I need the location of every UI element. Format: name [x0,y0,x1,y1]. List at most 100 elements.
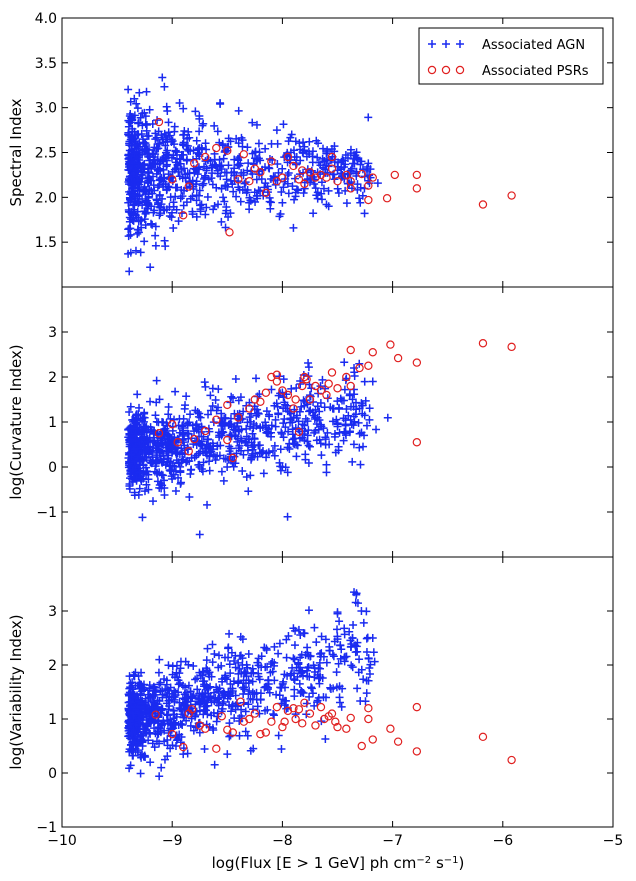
agn-point [211,396,220,405]
agn-point [317,178,326,187]
agn-point [349,440,358,449]
agn-point [278,198,287,207]
agn-point [365,664,374,673]
agn-point [182,392,191,401]
agn-point [146,458,155,467]
agn-point [234,183,243,192]
psr-point [187,705,197,714]
agn-point [124,704,133,713]
agn-point [283,468,292,477]
agn-point [219,476,228,485]
agn-point [253,702,262,711]
agn-point [274,649,283,658]
agn-point [214,200,223,209]
agn-point [289,624,298,633]
agn-point [137,435,146,444]
agn-point [366,660,375,669]
agn-point [151,411,160,420]
agn-point [341,429,350,438]
agn-point [173,735,182,744]
agn-point [222,175,231,184]
agn-point [362,647,371,656]
agn-point [125,407,134,416]
agn-point [286,414,295,423]
agn-point [228,394,237,403]
agn-point [169,224,178,233]
panel-1: 1.5 2.0 2.5 3.0 3.5 4.0 Spectral Index Associat… [7,11,614,288]
agn-point [355,443,364,452]
agn-point [203,192,212,201]
agn-point [284,137,293,146]
agn-point [179,713,188,722]
psr-point [298,381,307,391]
agn-point [193,722,202,731]
agn-point [151,222,160,231]
agn-point [196,413,205,422]
x-tick-label: −5 [603,833,624,849]
agn-point [144,485,153,494]
agn-point [303,663,312,672]
psr-point [212,744,221,753]
agn-point [332,668,341,677]
psr-point [412,184,422,193]
agn-point [198,441,207,450]
agn-point [151,231,160,240]
agn-point [373,179,382,188]
agn-point [356,160,365,169]
agn-point [252,175,261,184]
agn-point [238,467,247,476]
agn-point [160,719,169,728]
agn-point [226,176,235,185]
agn-point [142,196,151,205]
y-tick-label: 1.5 [35,235,57,251]
agn-point [364,654,373,663]
agn-point [196,205,205,214]
agn-point [165,212,174,221]
agn-point [277,187,286,196]
agn-point [137,699,146,708]
agn-point [174,676,183,685]
agn-point [171,719,180,728]
agn-point [144,168,153,177]
agn-point [215,155,224,164]
agn-point [340,358,349,367]
agn-point [348,457,357,466]
agn-point [356,460,365,469]
agn-point [174,217,183,226]
psr-point [346,184,355,193]
psr-point [412,358,422,367]
agn-point [276,445,285,454]
agn-point [193,685,202,694]
agn-point [128,216,137,225]
y-tick-label: 2.0 [35,190,57,206]
agn-point [347,661,356,670]
agn-point [296,631,305,640]
agn-point [333,184,342,193]
panel-marks [124,339,516,539]
agn-point [335,617,344,626]
agn-point [164,403,173,412]
agn-point [300,629,309,638]
psr-point [201,724,210,733]
agn-point [214,663,223,672]
agn-point [347,420,356,429]
agn-point [126,468,135,477]
agn-point [261,706,270,715]
agn-point [252,120,261,129]
agn-point [321,635,330,644]
agn-point [217,467,226,476]
agn-point [352,590,361,599]
agn-point [257,652,266,661]
agn-point [162,102,171,111]
agn-point [166,467,175,475]
psr-point [327,709,337,718]
agn-point [128,738,137,747]
agn-point [332,625,341,634]
agn-point [133,390,142,399]
agn-point [144,470,153,479]
agn-point [319,144,328,153]
psr-point [217,712,226,721]
agn-point [178,721,187,730]
agn-point [142,467,151,476]
agn-point [262,449,271,458]
